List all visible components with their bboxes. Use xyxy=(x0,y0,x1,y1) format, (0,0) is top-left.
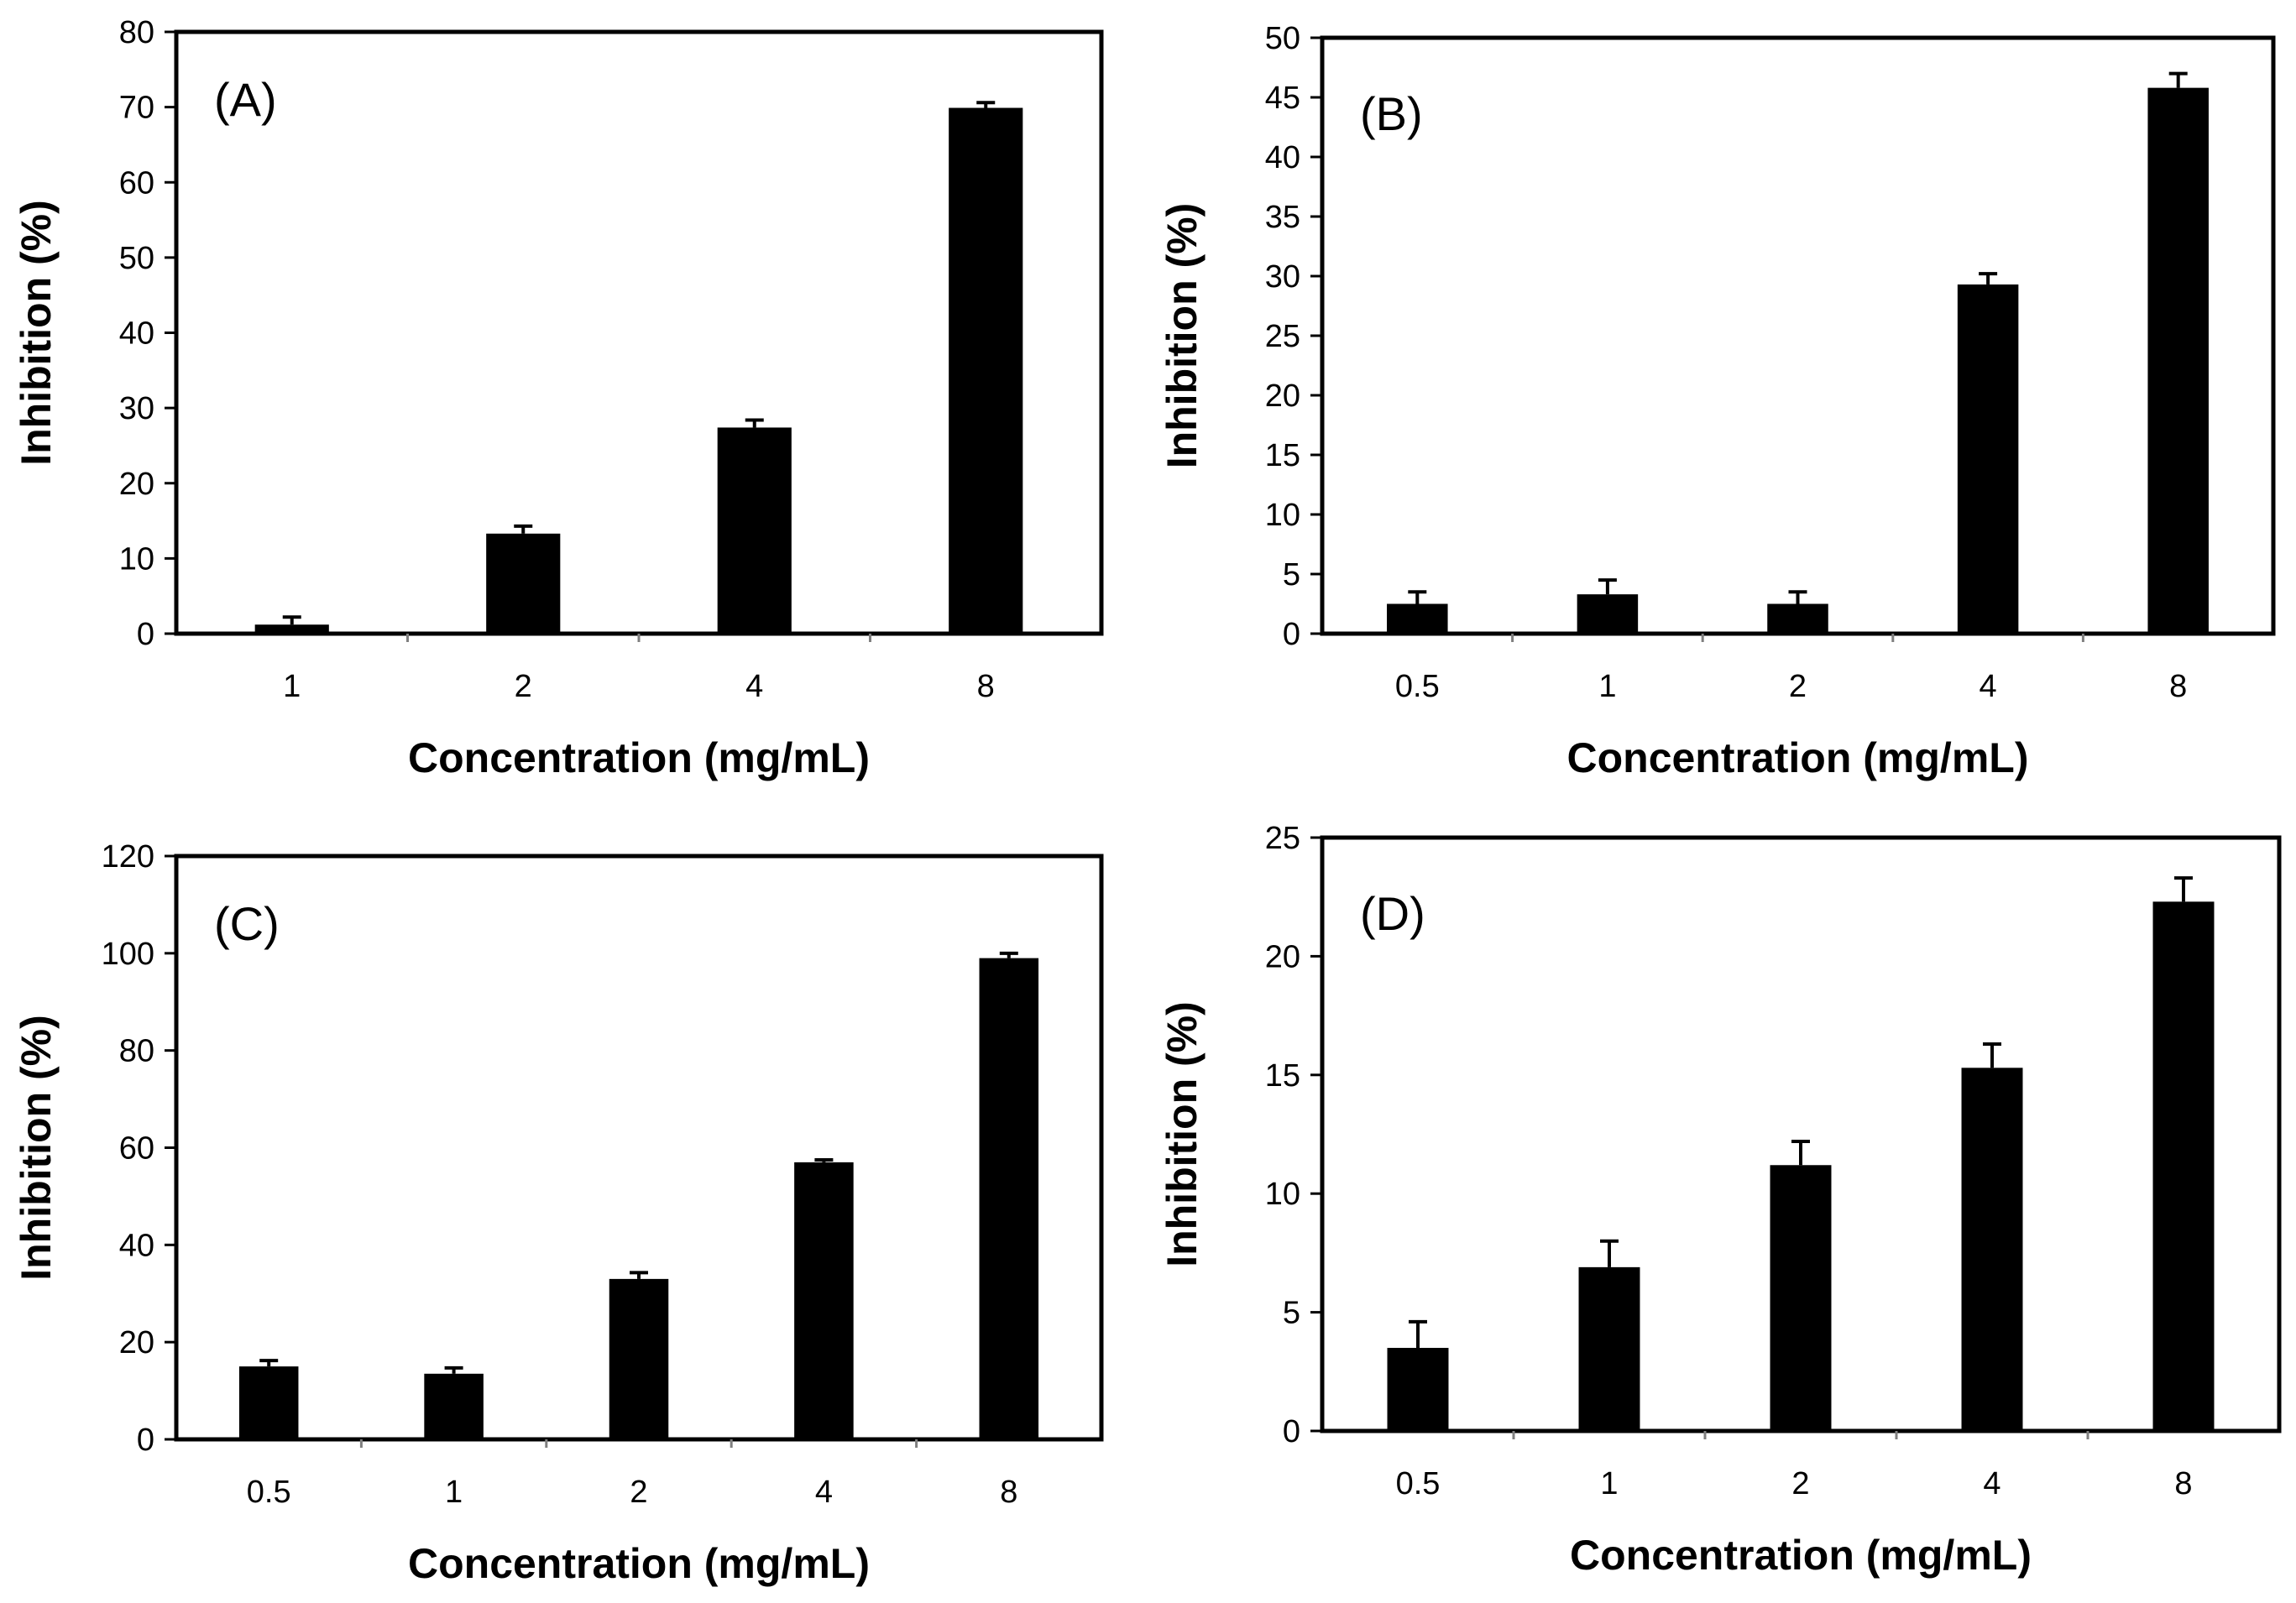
y-tick-label: 40 xyxy=(119,1228,154,1263)
x-tick-label: 4 xyxy=(745,669,763,704)
bar xyxy=(979,958,1039,1439)
y-tick-label: 60 xyxy=(119,1131,154,1167)
y-axis-title: Inhibition (%) xyxy=(13,200,60,466)
y-tick-label: 50 xyxy=(1265,21,1300,56)
bar xyxy=(424,1373,484,1439)
y-tick-label: 30 xyxy=(119,391,154,426)
y-tick-label: 40 xyxy=(1265,140,1300,175)
y-tick-label: 120 xyxy=(102,839,154,875)
y-tick-label: 25 xyxy=(1265,319,1300,354)
x-tick-label: 2 xyxy=(1789,669,1807,704)
y-axis-title: Inhibition (%) xyxy=(13,1015,60,1281)
x-tick-label: 0.5 xyxy=(1395,669,1440,704)
y-tick-label: 10 xyxy=(1265,1177,1300,1212)
chart-panel-2: 0 20 40 60 80 100 120 0.5 1 2 4 8 (C) Concentration (… xyxy=(13,839,1104,1587)
x-tick-label: 1 xyxy=(1598,669,1616,704)
bar xyxy=(1577,594,1639,634)
y-tick-label: 0 xyxy=(1283,1414,1300,1449)
y-tick-label: 10 xyxy=(1265,498,1300,533)
y-tick-label: 20 xyxy=(1265,939,1300,974)
y-tick-label: 5 xyxy=(1283,557,1300,593)
y-tick-label: 40 xyxy=(119,316,154,352)
bar xyxy=(254,624,329,634)
x-axis-title: Concentration (mg/mL) xyxy=(408,734,870,781)
y-tick-label: 80 xyxy=(119,15,154,50)
y-tick-label: 60 xyxy=(119,165,154,201)
y-tick-label: 0 xyxy=(1283,617,1300,652)
bar xyxy=(1961,1068,2023,1431)
x-tick-label: 8 xyxy=(2169,669,2187,704)
bar xyxy=(609,1278,669,1439)
x-tick-label: 4 xyxy=(1983,1466,2001,1501)
y-tick-label: 80 xyxy=(119,1034,154,1069)
y-tick-label: 15 xyxy=(1265,438,1300,473)
bar xyxy=(486,533,561,634)
y-tick-label: 45 xyxy=(1265,81,1300,116)
x-tick-label: 0.5 xyxy=(247,1475,291,1510)
bar xyxy=(2147,87,2209,634)
bar xyxy=(1578,1266,1640,1431)
y-tick-label: 25 xyxy=(1265,821,1300,856)
x-tick-label: 1 xyxy=(283,669,301,704)
bar xyxy=(1957,284,2019,634)
bar xyxy=(1387,1348,1449,1431)
y-tick-label: 0 xyxy=(137,1423,154,1458)
x-tick-label: 2 xyxy=(1791,1466,1809,1501)
panel-label: (C) xyxy=(214,897,280,950)
x-tick-label: 0.5 xyxy=(1396,1466,1441,1501)
panel-label: (A) xyxy=(214,73,277,126)
x-tick-label: 4 xyxy=(815,1475,833,1510)
x-axis-title: Concentration (mg/mL) xyxy=(1567,734,2029,781)
y-tick-label: 10 xyxy=(119,541,154,577)
bar xyxy=(717,427,792,634)
y-tick-label: 15 xyxy=(1265,1058,1300,1094)
y-tick-label: 100 xyxy=(102,937,154,972)
bar xyxy=(1767,603,1828,634)
y-tick-label: 20 xyxy=(119,467,154,502)
bar xyxy=(1770,1165,1832,1431)
y-tick-label: 20 xyxy=(119,1325,154,1360)
x-axis-title: Concentration (mg/mL) xyxy=(408,1540,870,1587)
x-axis-title: Concentration (mg/mL) xyxy=(1570,1532,2032,1579)
chart-panel-0: 0 10 20 30 40 50 60 70 80 1 2 4 8 (A) Concentration (m… xyxy=(13,15,1104,781)
x-tick-label: 4 xyxy=(1980,669,1997,704)
panel-label: (D) xyxy=(1360,887,1425,940)
x-tick-label: 2 xyxy=(630,1475,647,1510)
chart-panel-3: 0 5 10 15 20 25 0.5 1 2 4 8 (D) Concentration (mg/mL… xyxy=(1158,821,2282,1579)
x-tick-label: 1 xyxy=(1600,1466,1618,1501)
x-tick-label: 1 xyxy=(445,1475,463,1510)
y-tick-label: 20 xyxy=(1265,379,1300,414)
y-axis-title: Inhibition (%) xyxy=(1158,203,1206,469)
bar xyxy=(2152,901,2215,1431)
bar xyxy=(794,1162,854,1439)
bar xyxy=(238,1366,299,1439)
y-tick-label: 30 xyxy=(1265,259,1300,295)
x-tick-label: 8 xyxy=(977,669,995,704)
y-tick-label: 35 xyxy=(1265,200,1300,235)
y-tick-label: 0 xyxy=(137,617,154,652)
bar xyxy=(1387,603,1448,634)
y-tick-label: 50 xyxy=(119,241,154,276)
y-tick-label: 5 xyxy=(1283,1296,1300,1331)
x-tick-label: 8 xyxy=(2174,1466,2192,1501)
y-axis-title: Inhibition (%) xyxy=(1158,1001,1206,1267)
y-tick-label: 70 xyxy=(119,91,154,126)
x-tick-label: 2 xyxy=(515,669,532,704)
panel-label: (B) xyxy=(1360,87,1423,140)
x-tick-label: 8 xyxy=(1000,1475,1017,1510)
chart-panel-1: 0 5 10 15 20 25 30 35 40 45 50 0.5 1 2 4 8 (B) Concentrat… xyxy=(1158,21,2276,781)
bar xyxy=(949,107,1023,634)
